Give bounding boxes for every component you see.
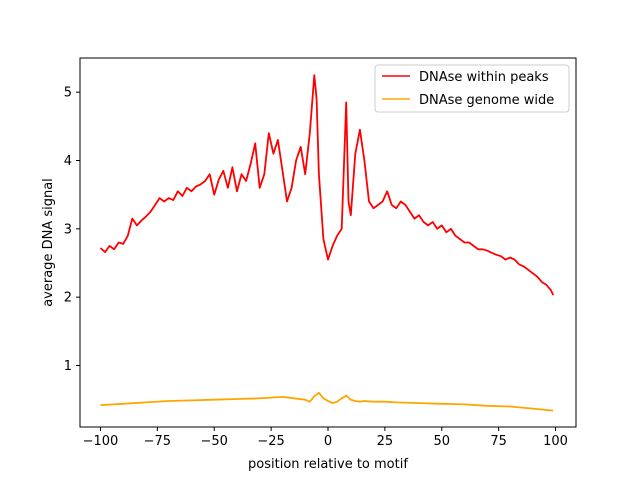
y-tick-label: 2 xyxy=(64,291,72,306)
x-tick-label: 50 xyxy=(433,434,450,449)
legend-label-genome-wide: DNAse genome wide xyxy=(419,93,554,108)
legend-label-within-peaks: DNAse within peaks xyxy=(419,70,549,85)
x-tick-label: −100 xyxy=(83,434,119,449)
series-layer xyxy=(99,74,555,412)
y-tick-label: 5 xyxy=(64,86,72,101)
y-axis-label: average DNA signal xyxy=(41,178,56,307)
x-tick-label: 25 xyxy=(377,434,394,449)
x-tick-label: 100 xyxy=(543,434,568,449)
y-axis: 1 2 3 4 5 xyxy=(64,86,80,374)
y-tick-label: 1 xyxy=(64,359,72,374)
x-tick-label: −50 xyxy=(201,434,228,449)
x-tick-label: 75 xyxy=(490,434,507,449)
legend-box xyxy=(374,64,570,113)
x-axis-label: position relative to motif xyxy=(248,457,408,472)
series-line-within-peaks xyxy=(99,74,555,296)
x-tick-label: −75 xyxy=(144,434,171,449)
legend: DNAse within peaks DNAse genome wide xyxy=(374,64,570,113)
series-line-genome-wide xyxy=(100,391,554,412)
y-tick-label: 4 xyxy=(64,154,72,169)
x-tick-label: −25 xyxy=(257,434,284,449)
x-tick-label: 0 xyxy=(324,434,332,449)
x-axis: −100 −75 −50 −25 0 25 50 75 100 xyxy=(83,427,568,449)
y-tick-label: 3 xyxy=(64,222,72,237)
